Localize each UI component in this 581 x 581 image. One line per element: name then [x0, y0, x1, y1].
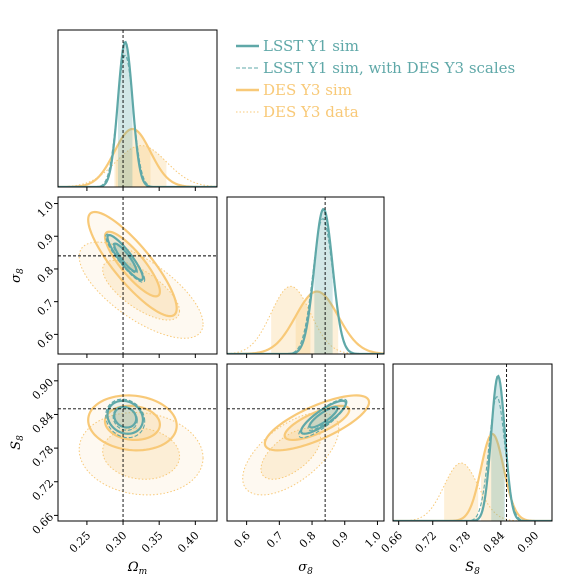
- legend-label: LSST Y1 sim, with DES Y3 scales: [263, 59, 515, 77]
- x-tick-label: 0.78: [447, 529, 474, 556]
- x-axis-label-om: Ωm: [127, 560, 147, 577]
- panel-om-om: [57, 29, 218, 191]
- marginal-band: [271, 286, 311, 354]
- y-tick-label: 0.8: [35, 264, 57, 286]
- panel-s8-S8: 0.6 0.7 0.8 0.9 1.0: [226, 363, 385, 551]
- y-tick-label: 0.9: [35, 231, 57, 253]
- marginal-band: [117, 42, 133, 187]
- y-tick-label: 0.7: [35, 297, 57, 319]
- contour: [78, 412, 204, 496]
- panel-S8-S8: 0.66 0.72 0.78 0.84 0.90: [379, 363, 553, 556]
- x-tick-label: 0.66: [379, 529, 406, 556]
- panel-frame: [226, 363, 385, 522]
- contour: [113, 405, 138, 429]
- marginal-curve: [227, 207, 384, 354]
- panel-frame: [57, 29, 218, 188]
- marginal-curve: [393, 432, 552, 521]
- x-tick-label: 0.8: [297, 529, 319, 551]
- panel-om-s8: 0.6 0.7 0.8 0.9 1.0: [35, 196, 218, 358]
- y-tick-label: 0.84: [30, 410, 57, 437]
- x-tick-label: 0.35: [139, 529, 166, 556]
- y-tick-label: 0.78: [30, 443, 57, 470]
- x-axis-label-s8: σ8: [298, 560, 313, 577]
- legend-label: DES Y3 data: [263, 103, 359, 121]
- marginal-curve: [58, 145, 217, 187]
- y-tick-label: 0.72: [30, 477, 57, 504]
- marginal-band: [491, 376, 505, 521]
- y-tick-label: 1.0: [35, 199, 57, 221]
- x-tick-label: 0.9: [330, 529, 352, 551]
- x-tick-label: 0.7: [264, 529, 286, 551]
- panel-frame: [392, 363, 553, 522]
- legend-label: DES Y3 sim: [263, 81, 352, 99]
- panel-frame: [57, 196, 218, 355]
- panel-om-S8: 0.25 0.30 0.35 0.40 0.66 0.72 0.78 0.84 0.90: [30, 363, 218, 556]
- x-tick-label: 0.40: [175, 529, 202, 556]
- contour: [105, 398, 146, 439]
- x-tick-label: 0.30: [103, 529, 130, 556]
- panel-frame: [226, 196, 385, 355]
- y-axis-label-S8: S8: [9, 435, 26, 450]
- contour: [308, 405, 339, 429]
- panel-s8-s8: [226, 196, 385, 358]
- y-axis-label-s8: σ8: [9, 268, 26, 283]
- contour: [113, 242, 138, 273]
- y-tick-label: 0.90: [30, 376, 57, 403]
- contour: [242, 412, 340, 496]
- legend-item: DES Y3 data: [236, 103, 359, 121]
- contour: [106, 233, 145, 282]
- y-tick-label: 0.6: [35, 329, 57, 351]
- legend: LSST Y1 sim LSST Y1 sim, with DES Y3 scal…: [236, 37, 515, 121]
- contour: [298, 398, 348, 439]
- x-tick-label: 0.90: [515, 529, 542, 556]
- legend-label: LSST Y1 sim: [263, 37, 359, 55]
- contour: [103, 230, 162, 298]
- legend-item: LSST Y1 sim, with DES Y3 scales: [236, 59, 515, 77]
- x-axis-label-S8: S8: [465, 560, 480, 577]
- legend-item: DES Y3 sim: [236, 81, 352, 99]
- y-tick-label: 0.66: [30, 510, 57, 537]
- x-tick-label: 0.72: [413, 529, 440, 556]
- contour: [87, 210, 178, 318]
- contour: [260, 427, 322, 480]
- marginal-band: [481, 434, 504, 521]
- x-tick-label: 0.84: [481, 529, 508, 556]
- panel-frame: [57, 363, 218, 522]
- marginal-band: [444, 463, 479, 521]
- marginal-curve: [58, 40, 217, 187]
- x-tick-label: 0.6: [231, 529, 253, 551]
- contour: [102, 427, 181, 480]
- legend-item: LSST Y1 sim: [236, 37, 359, 55]
- x-tick-label: 0.25: [67, 529, 94, 556]
- marginal-band: [314, 209, 333, 354]
- marginal-band: [295, 291, 339, 354]
